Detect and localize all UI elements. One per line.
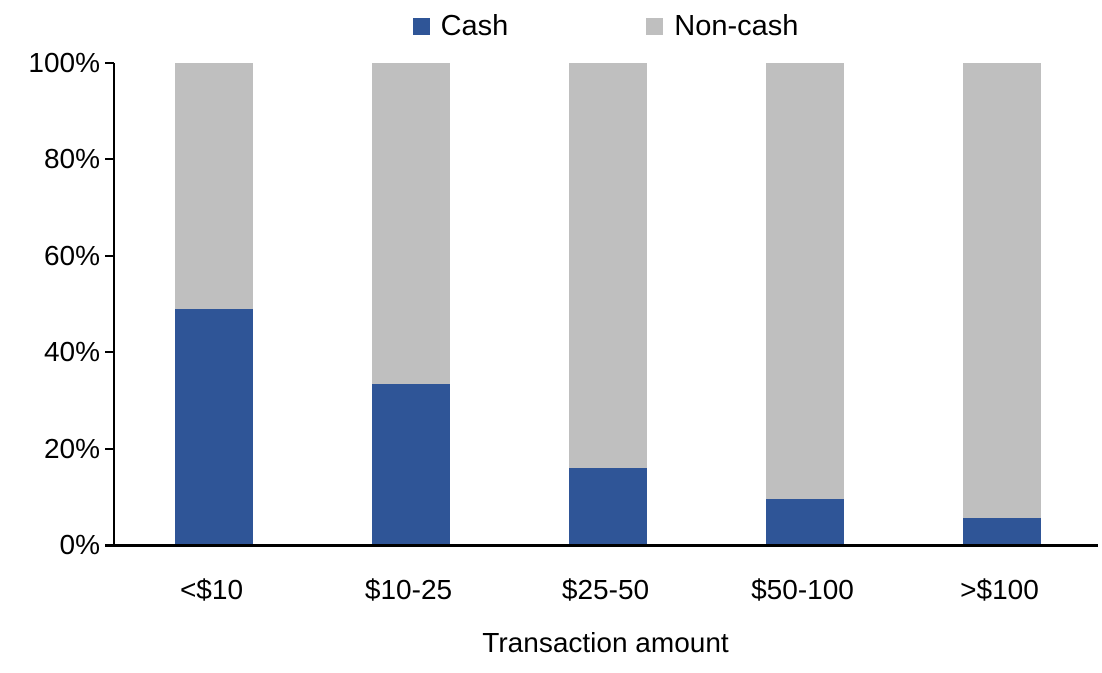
plot-area <box>113 63 1100 545</box>
bar-segment-cash <box>371 383 450 545</box>
x-tick-label: $50-100 <box>751 574 854 605</box>
y-tick-mark <box>105 254 114 257</box>
bar-segment-non-cash <box>962 63 1041 519</box>
y-tick-label: 60% <box>43 239 100 271</box>
bar-segment-non-cash <box>568 63 647 468</box>
y-tick-mark <box>105 544 114 546</box>
bar-segment-non-cash <box>174 63 253 309</box>
y-tick-label: 100% <box>28 47 100 78</box>
legend-label: Non-cash <box>674 10 799 42</box>
bar-3 <box>568 63 647 545</box>
legend-item-cash: Cash <box>412 10 509 42</box>
y-tick-label: 0% <box>59 529 100 560</box>
y-tick-label: 80% <box>43 143 100 175</box>
y-tick-mark <box>105 351 114 354</box>
y-tick-mark <box>105 447 114 450</box>
bar-4 <box>765 63 844 545</box>
x-tick-label: $10-25 <box>364 574 453 605</box>
legend-swatch-cash-icon <box>412 18 430 35</box>
x-axis-line <box>105 544 1098 547</box>
bar-2 <box>371 63 450 545</box>
y-tick-mark <box>105 158 114 161</box>
bar-segment-non-cash <box>371 63 450 384</box>
legend-item-non-cash: Non-cash <box>646 12 798 41</box>
y-tick-label: 40% <box>43 336 100 368</box>
chart-legend: Cash Non-cash <box>113 12 1098 41</box>
x-tick-label: >$100 <box>960 574 1039 605</box>
bar-segment-cash <box>174 308 253 545</box>
x-tick-label: $25-50 <box>561 574 650 605</box>
bar-segment-cash <box>962 518 1041 545</box>
bar-segment-cash <box>568 467 647 545</box>
bar-5 <box>962 63 1041 545</box>
y-tick-label: 20% <box>43 432 100 464</box>
legend-label: Cash <box>440 10 509 42</box>
bar-segment-cash <box>765 499 844 545</box>
legend-swatch-non-cash-icon <box>646 18 664 35</box>
x-axis-title: Transaction amount <box>482 627 729 658</box>
x-tick-label: <$10 <box>179 574 244 605</box>
bar-segment-non-cash <box>765 63 844 500</box>
bar-1 <box>174 63 253 545</box>
y-tick-mark <box>105 62 114 64</box>
